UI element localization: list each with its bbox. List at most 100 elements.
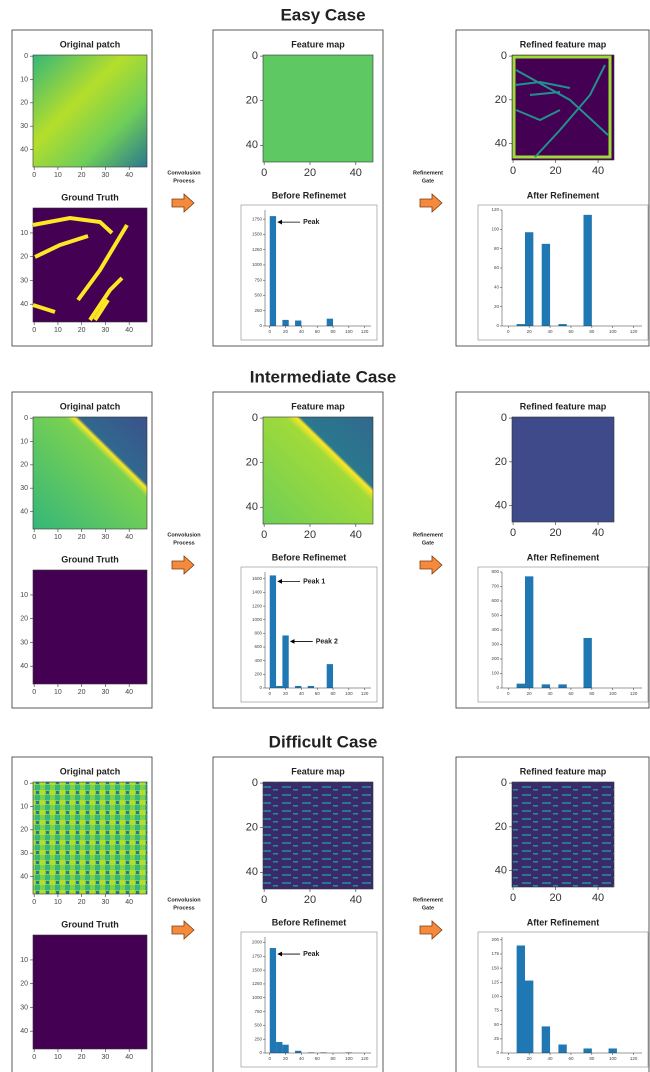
y-tick-label: 10 <box>20 230 28 237</box>
x-tick-label: 0 <box>261 529 267 541</box>
bar <box>525 232 533 326</box>
y-tick-label: 750 <box>254 277 262 282</box>
process-arrow <box>420 921 442 939</box>
panel-title: Feature map <box>291 766 345 776</box>
y-tick-label: 700 <box>491 584 499 589</box>
y-tick-label: 0 <box>24 53 28 60</box>
y-tick-label: 40 <box>495 865 507 877</box>
y-tick-label: 1000 <box>252 617 263 622</box>
y-tick-label: 30 <box>20 1004 28 1011</box>
bar <box>282 320 288 326</box>
y-tick-label: 10 <box>20 438 28 445</box>
bar <box>558 684 566 688</box>
x-tick-label: 120 <box>361 329 369 334</box>
annotation: Peak 2 <box>316 638 338 645</box>
image <box>263 782 373 889</box>
bar <box>542 244 550 326</box>
bar <box>525 981 533 1053</box>
y-tick-label: 40 <box>246 501 258 513</box>
annotation: Peak <box>303 951 319 958</box>
x-tick-label: 60 <box>315 691 321 696</box>
figure: Easy CaseOriginal patch01020304001020304… <box>0 0 650 1072</box>
image <box>33 935 147 1049</box>
y-tick-label: 500 <box>254 1023 262 1028</box>
bar <box>542 1026 550 1053</box>
y-tick-label: 800 <box>491 569 499 574</box>
x-tick-label: 10 <box>54 899 62 906</box>
x-tick-label: 80 <box>589 329 595 334</box>
y-tick-label: 20 <box>495 456 507 468</box>
x-tick-label: 100 <box>345 691 353 696</box>
y-tick-label: 200 <box>254 672 262 677</box>
y-tick-label: 20 <box>20 462 28 469</box>
y-tick-label: 175 <box>491 951 499 956</box>
process-label: Gate <box>422 540 434 546</box>
x-tick-label: 120 <box>630 329 638 334</box>
x-tick-label: 20 <box>78 899 86 906</box>
panel-title: Refined feature map <box>520 401 607 411</box>
x-tick-label: 0 <box>32 327 36 334</box>
y-tick-label: 250 <box>254 308 262 313</box>
y-tick-label: 0 <box>252 50 258 62</box>
y-tick-label: 300 <box>491 642 499 647</box>
process-label: Refinement <box>413 532 443 538</box>
y-tick-label: 40 <box>20 873 28 880</box>
plot-frame <box>478 205 648 340</box>
bar <box>517 324 525 326</box>
y-tick-label: 1500 <box>252 967 263 972</box>
bar <box>282 635 288 688</box>
bar <box>276 686 282 688</box>
y-tick-label: 20 <box>20 616 28 623</box>
x-tick-label: 30 <box>102 327 110 334</box>
process-arrow <box>172 921 194 939</box>
image <box>33 570 147 684</box>
x-tick-label: 80 <box>331 691 337 696</box>
process-arrow <box>172 194 194 212</box>
bar <box>517 945 525 1053</box>
x-tick-label: 0 <box>32 1054 36 1061</box>
y-tick-label: 10 <box>20 592 28 599</box>
x-tick-label: 40 <box>299 1056 305 1061</box>
y-tick-label: 600 <box>254 644 262 649</box>
x-tick-label: 20 <box>78 327 86 334</box>
bar <box>295 1051 301 1053</box>
y-tick-label: 50 <box>494 1022 500 1027</box>
y-tick-label: 30 <box>20 639 28 646</box>
x-tick-label: 40 <box>592 165 604 177</box>
y-tick-label: 0 <box>501 412 507 424</box>
y-tick-label: 40 <box>246 866 258 878</box>
y-tick-label: 10 <box>20 76 28 83</box>
bar <box>558 1045 566 1053</box>
x-tick-label: 10 <box>54 172 62 179</box>
y-tick-label: 400 <box>491 627 499 632</box>
x-tick-label: 30 <box>102 689 110 696</box>
x-tick-label: 40 <box>125 534 133 541</box>
x-tick-label: 100 <box>609 691 617 696</box>
y-tick-label: 40 <box>494 285 500 290</box>
x-tick-label: 40 <box>548 691 554 696</box>
x-tick-label: 40 <box>548 329 554 334</box>
y-tick-label: 75 <box>494 1008 500 1013</box>
x-tick-label: 120 <box>630 1056 638 1061</box>
bar <box>609 1048 617 1053</box>
process-arrow <box>420 556 442 574</box>
panel-title: After Refinement <box>527 552 600 562</box>
bar <box>517 684 525 688</box>
panel-title: Ground Truth <box>61 192 119 202</box>
y-tick-label: 40 <box>495 500 507 512</box>
y-tick-label: 30 <box>20 277 28 284</box>
y-tick-label: 500 <box>254 293 262 298</box>
y-tick-label: 40 <box>246 139 258 151</box>
x-tick-label: 20 <box>283 691 289 696</box>
image <box>512 782 614 887</box>
y-tick-label: 200 <box>491 937 499 942</box>
y-tick-label: 40 <box>495 138 507 150</box>
y-tick-label: 750 <box>254 1009 262 1014</box>
process-arrow <box>420 194 442 212</box>
x-tick-label: 0 <box>32 899 36 906</box>
plot-frame <box>478 567 648 702</box>
y-tick-label: 80 <box>494 246 500 251</box>
y-tick-label: 1750 <box>252 216 263 221</box>
x-tick-label: 20 <box>527 691 533 696</box>
image <box>263 55 373 162</box>
